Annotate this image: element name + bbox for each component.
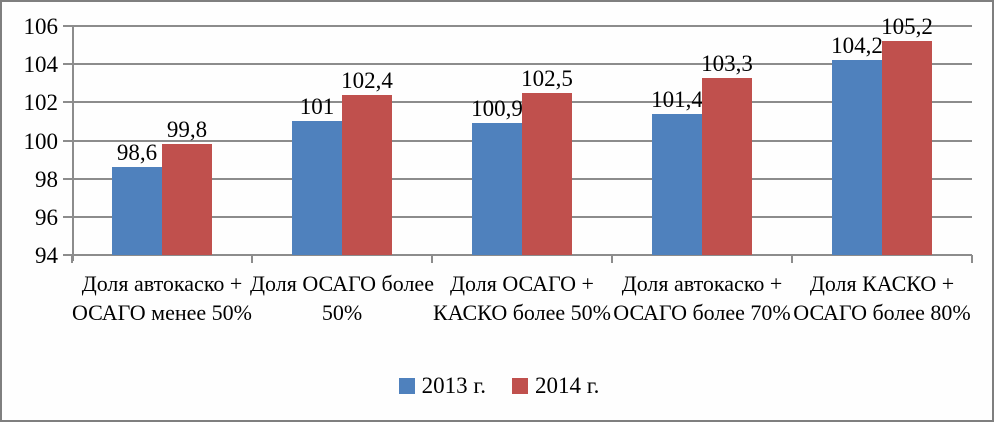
bar-value-label: 105,2 xyxy=(881,14,933,39)
legend-label: 2014 г. xyxy=(535,373,600,398)
y-axis-tick xyxy=(63,25,72,27)
gridline xyxy=(72,63,972,65)
y-axis-tick xyxy=(63,254,72,256)
legend-item: 2014 г. xyxy=(512,374,599,397)
bar-value-label: 98,6 xyxy=(116,140,158,165)
x-axis-category-label: Доля автокаско + ОСАГО более 70% xyxy=(613,271,791,326)
y-axis-tick-label: 104 xyxy=(23,52,59,77)
legend-label: 2013 г. xyxy=(421,373,486,398)
y-axis-tick xyxy=(63,178,72,180)
bar-2013-cat4 xyxy=(652,114,702,255)
bar-value-label: 102,4 xyxy=(341,68,393,93)
y-axis-tick-label: 96 xyxy=(35,205,58,230)
x-axis-category-label: Доля ОСАГО более 50% xyxy=(250,271,434,326)
x-axis-tick xyxy=(971,255,973,263)
y-axis-tick xyxy=(63,216,72,218)
y-axis-tick xyxy=(63,101,72,103)
bar-2014-cat2 xyxy=(342,95,392,255)
y-axis-tick xyxy=(63,63,72,65)
y-axis-tick-label: 106 xyxy=(23,14,59,39)
bar-2013-cat2 xyxy=(292,121,342,255)
y-axis-line xyxy=(72,26,74,261)
y-axis-tick-label: 100 xyxy=(23,129,59,154)
y-axis-tick xyxy=(63,140,72,142)
bar-value-label: 104,2 xyxy=(831,33,883,58)
legend-swatch xyxy=(398,377,415,394)
x-axis-tick xyxy=(611,255,613,263)
legend-swatch xyxy=(512,377,528,394)
y-axis-tick-label: 102 xyxy=(23,90,59,115)
x-axis-category-label: Доля КАСКО + ОСАГО более 80% xyxy=(793,271,971,326)
bar-2014-cat1 xyxy=(162,144,212,255)
x-axis-category-label: Доля ОСАГО + КАСКО более 50% xyxy=(433,271,611,326)
bar-2014-cat4 xyxy=(702,78,752,255)
bar-value-label: 102,5 xyxy=(521,66,573,91)
bar-2014-cat3 xyxy=(522,93,572,255)
y-axis-tick-label: 98 xyxy=(35,167,58,192)
legend: 2013 г. 2014 г. xyxy=(2,373,992,398)
bar-2013-cat1 xyxy=(112,167,162,255)
gridline xyxy=(72,25,972,27)
legend-item: 2013 г. xyxy=(398,373,486,398)
bar-2013-cat3 xyxy=(472,123,522,255)
bar-2014-cat5 xyxy=(882,41,932,255)
bar-value-label: 101 xyxy=(299,94,335,119)
bar-value-label: 99,8 xyxy=(166,117,208,142)
x-axis-tick xyxy=(431,255,433,263)
bar-value-label: 100,9 xyxy=(471,96,523,121)
x-axis-tick xyxy=(791,255,793,263)
bar-2013-cat5 xyxy=(832,60,882,255)
x-axis-category-label: Доля автокаско + ОСАГО менее 50% xyxy=(72,271,252,326)
x-axis-tick xyxy=(71,255,73,263)
bar-value-label: 101,4 xyxy=(651,87,703,112)
x-axis-tick xyxy=(251,255,253,263)
y-axis-tick-label: 94 xyxy=(35,243,58,268)
bar-value-label: 103,3 xyxy=(701,51,753,76)
x-axis-line xyxy=(72,254,972,256)
